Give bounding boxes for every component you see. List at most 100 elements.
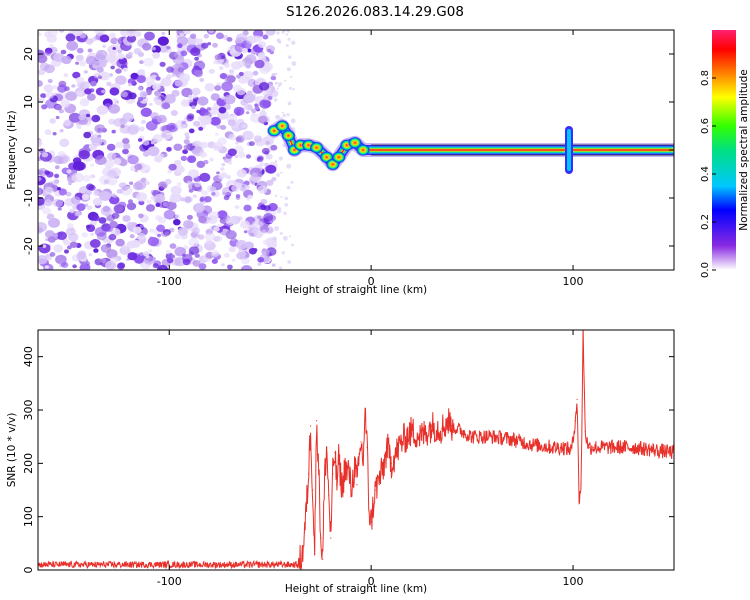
snr-series-line (38, 330, 674, 570)
noise-blob (209, 186, 216, 192)
noise-blob (53, 244, 64, 253)
noise-blob (67, 232, 79, 242)
noise-blob (71, 84, 76, 88)
noise-blob (200, 115, 212, 125)
noise-blob (155, 99, 162, 106)
noise-blob (236, 74, 241, 79)
noise-blob (72, 161, 85, 172)
noise-blob (81, 232, 88, 238)
noise-blob (79, 32, 87, 39)
snr-y-tick-label: 100 (22, 506, 35, 527)
snr-point (322, 558, 324, 560)
noise-blob (55, 115, 60, 120)
noise-blob (245, 154, 252, 159)
noise-blob (201, 190, 208, 196)
noise-blob (183, 144, 190, 150)
noise-blob (240, 220, 251, 229)
noise-blob (216, 171, 220, 175)
noise-blob (186, 36, 198, 46)
noise-speck (286, 163, 292, 169)
noise-blob (220, 167, 225, 171)
noise-blob (38, 69, 46, 76)
noise-blob (221, 263, 225, 267)
noise-blob (221, 163, 226, 167)
noise-blob (113, 204, 124, 213)
snr-point (386, 446, 388, 448)
noise-blob (257, 172, 263, 177)
noise-blob (157, 233, 161, 238)
noise-blob (87, 48, 93, 53)
noise-blob (152, 83, 161, 91)
noise-blob (76, 90, 84, 97)
spectrogram-signal (267, 119, 674, 174)
colorbar-scale (712, 30, 736, 270)
snr-y-tick-label: 200 (22, 453, 35, 474)
noise-blob (91, 137, 103, 147)
noise-blob (106, 81, 112, 87)
noise-blob (120, 91, 128, 98)
noise-blob (96, 105, 109, 115)
noise-blob (267, 48, 272, 53)
noise-speck (287, 101, 292, 106)
noise-blob (74, 211, 81, 217)
noise-blob (247, 229, 258, 237)
noise-blob (79, 60, 87, 67)
noise-blob (186, 214, 193, 220)
noise-blob (265, 153, 273, 160)
snr-point (588, 446, 590, 448)
spectrogram-y-label: Frequency (Hz) (6, 110, 18, 189)
noise-blob (150, 112, 159, 120)
noise-blob (257, 115, 268, 124)
noise-blob (146, 199, 152, 204)
snr-point (368, 510, 370, 512)
noise-blob (221, 81, 233, 92)
noise-blob (60, 49, 67, 55)
noise-blob (106, 152, 117, 161)
noise-blob (244, 54, 257, 64)
noise-speck (283, 211, 287, 215)
noise-blob (262, 34, 269, 40)
noise-blob (127, 155, 139, 165)
noise-blob (90, 232, 94, 236)
noise-blob (156, 114, 167, 124)
colorbar-tick-label: 0.0 (700, 262, 711, 278)
noise-blob (257, 155, 264, 161)
snr-point (360, 441, 362, 443)
noise-blob (264, 162, 269, 167)
noise-blob (231, 184, 241, 192)
noise-blob (174, 213, 181, 219)
noise-blob (198, 215, 208, 224)
noise-speck (278, 82, 283, 86)
noise-blob (184, 132, 190, 137)
noise-blob (249, 35, 260, 44)
noise-blob (110, 65, 115, 70)
noise-blob (143, 57, 154, 67)
noise-blob (56, 187, 61, 191)
noise-blob (88, 253, 93, 257)
noise-blob (173, 143, 183, 151)
noise-blob (139, 144, 149, 152)
noise-blob (192, 142, 197, 147)
snr-point (574, 420, 576, 422)
noise-blob (90, 174, 96, 179)
noise-blob (55, 104, 62, 111)
noise-speck (276, 115, 279, 118)
noise-blob (128, 92, 137, 100)
noise-blob (188, 246, 200, 255)
noise-blob (161, 31, 166, 36)
noise-blob (144, 31, 155, 41)
noise-blob (165, 252, 174, 260)
snr-point (578, 500, 580, 502)
noise-blob (42, 207, 51, 215)
spectrogram-y-tick-label: -20 (22, 237, 35, 255)
snr-point (576, 398, 578, 400)
noise-blob (210, 116, 221, 126)
noise-speck (281, 251, 285, 255)
noise-speck (275, 194, 278, 197)
snr-point (305, 505, 308, 507)
snr-point (562, 446, 564, 448)
snr-point (653, 449, 655, 451)
noise-blob (98, 217, 107, 224)
noise-blob (57, 207, 62, 211)
